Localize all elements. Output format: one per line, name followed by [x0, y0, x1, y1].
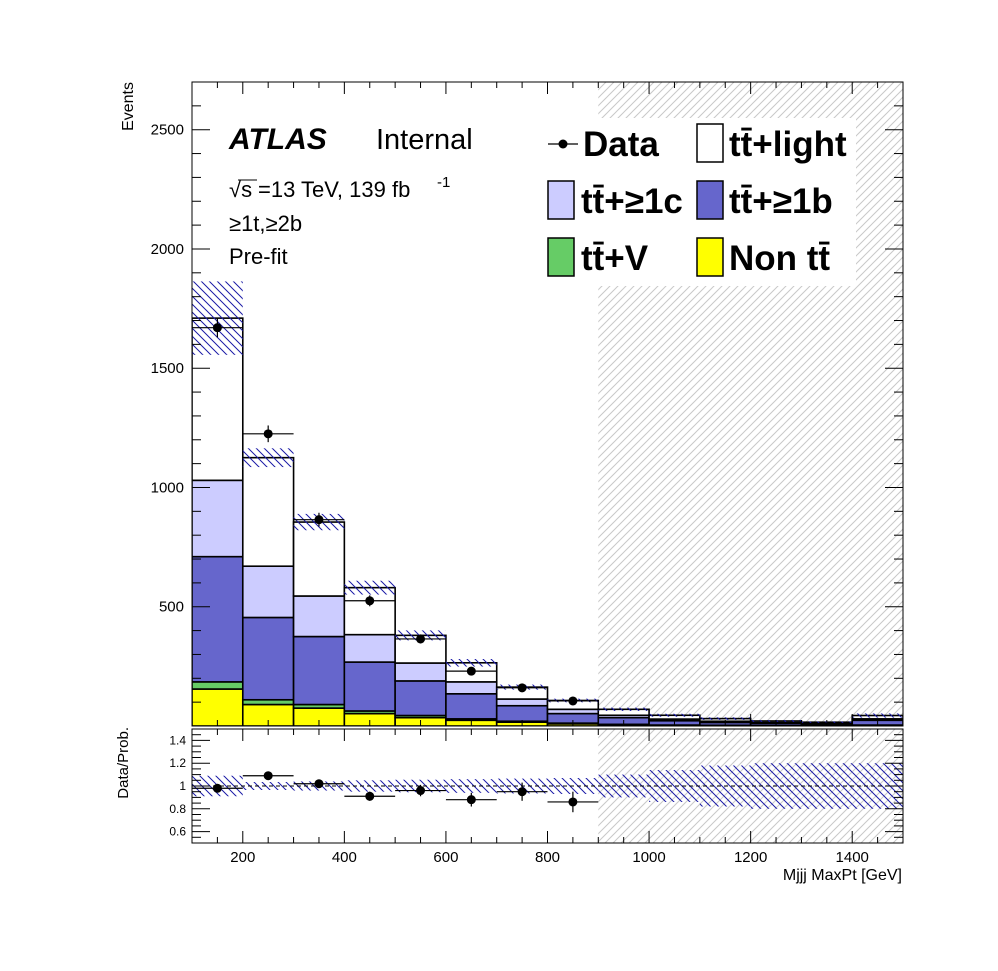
ratio-point-3	[365, 791, 375, 801]
ratio-y-tick-label-1.2: 1.2	[169, 756, 186, 770]
bar-tt1b-bin-5	[445, 692, 498, 720]
data-point-0	[212, 323, 222, 333]
ratio-point-1	[263, 771, 273, 781]
legend-swatch-tt1c	[547, 180, 575, 220]
x-tick-label-1200: 1200	[734, 849, 767, 866]
bar-tt1c-bin-5	[445, 681, 498, 695]
ratio-y-tick-label-1.4: 1.4	[169, 733, 186, 747]
y-tick-label-2000: 2000	[151, 241, 184, 258]
ratio-point-5	[466, 795, 476, 805]
bar-ttV-bin-0	[192, 681, 244, 690]
uncertainty-band-bin-3	[344, 580, 396, 595]
status-label: Internal	[376, 124, 473, 156]
data-point-2	[314, 515, 324, 525]
x-tick-label-200: 200	[230, 849, 255, 866]
data-point-6	[517, 683, 527, 693]
y-tick-label-2500: 2500	[151, 122, 184, 139]
bar-tt1b-bin-2	[292, 635, 346, 706]
x-axis-label: Mjjj MaxPt [GeV]	[783, 867, 902, 884]
data-point-1	[263, 429, 273, 439]
data-point-4	[416, 634, 426, 644]
ratio-uncertainty-bin-5	[445, 779, 497, 793]
y-axis-label: Events	[120, 82, 137, 131]
bar-tt1c-bin-1	[241, 565, 295, 619]
legend: Data tt̄+light tt̄+≥1c tt̄+≥1b tt̄+V Non…	[546, 118, 856, 286]
fit-stage-label: Pre-fit	[229, 244, 288, 269]
uncertainty-band-bin-8	[598, 707, 650, 711]
x-tick-label-600: 600	[433, 849, 458, 866]
uncertainty-band-bin-5	[445, 659, 497, 667]
ratio-point-4	[416, 786, 426, 796]
ratio-uncertainty-bin-8	[598, 774, 650, 798]
sqrt-s-label: √s	[229, 177, 252, 202]
ratio-y-tick-label-0.8: 0.8	[169, 802, 186, 816]
y-tick-label-1000: 1000	[151, 479, 184, 496]
bar-tt1c-bin-6	[495, 698, 549, 707]
bar-ttlight-bin-1	[241, 456, 295, 567]
ratio-point-6	[517, 787, 527, 797]
legend-entry-data: Data	[583, 125, 659, 164]
ratio-point-0	[212, 783, 222, 793]
data-point-5	[466, 666, 476, 676]
uncertainty-band-bin-9	[649, 713, 700, 717]
legend-swatch-ttv	[547, 237, 575, 277]
bar-tt1b-bin-6	[495, 704, 549, 723]
data-point-7	[568, 696, 578, 706]
x-tick-label-1400: 1400	[836, 849, 869, 866]
bar-tt1b-bin-1	[241, 616, 295, 701]
ratio-point-2	[314, 779, 324, 789]
bar-Nontt-bin-0	[192, 688, 244, 726]
bar-tt1c-bin-4	[394, 662, 447, 682]
energy-lumi-label: =13 TeV, 139 fb	[258, 177, 410, 202]
bar-tt1c-bin-0	[192, 479, 244, 558]
lumi-exponent: -1	[437, 174, 450, 191]
bar-ttlight-bin-3	[343, 586, 396, 636]
ratio-y-tick-label-1: 1	[179, 779, 186, 793]
y-tick-label-500: 500	[159, 599, 184, 616]
legend-entry-nontt: Non tt̄	[729, 239, 830, 278]
bar-tt1b-bin-3	[343, 661, 396, 712]
ratio-y-axis-label: Data/Prob.	[115, 727, 132, 799]
x-tick-label-1000: 1000	[632, 849, 665, 866]
uncertainty-band-bin-10	[699, 717, 751, 720]
bar-ttlight-bin-2	[292, 521, 346, 597]
legend-entry-ttlight: tt̄+light	[729, 125, 847, 164]
legend-swatch-tt1b	[696, 180, 724, 220]
uncertainty-band-bin-1	[242, 448, 294, 468]
y-tick-label-1500: 1500	[151, 360, 184, 377]
region-label: ≥1t,≥2b	[229, 211, 302, 236]
legend-entry-tt1b: tt̄+≥1b	[729, 182, 833, 221]
x-tick-label-800: 800	[535, 849, 560, 866]
legend-swatch-ttlight	[696, 123, 724, 163]
atlas-label: ATLAS	[228, 123, 327, 156]
legend-entry-tt1c: tt̄+≥1c	[581, 182, 683, 221]
bar-tt1c-bin-3	[343, 633, 396, 663]
bar-tt1c-bin-2	[292, 595, 346, 638]
ratio-point-7	[568, 797, 578, 807]
legend-data-marker	[558, 139, 568, 149]
ratio-uncertainty-bin-1	[242, 782, 294, 790]
ratio-y-tick-label-0.6: 0.6	[169, 825, 186, 839]
legend-entry-ttv: tt̄+V	[581, 239, 649, 278]
data-point-3	[365, 596, 375, 606]
uncertainty-band-bin-13	[852, 713, 903, 718]
legend-swatch-nontt	[696, 237, 724, 277]
bar-tt1b-bin-4	[394, 680, 447, 717]
x-tick-label-400: 400	[332, 849, 357, 866]
bar-tt1b-bin-0	[192, 555, 244, 683]
